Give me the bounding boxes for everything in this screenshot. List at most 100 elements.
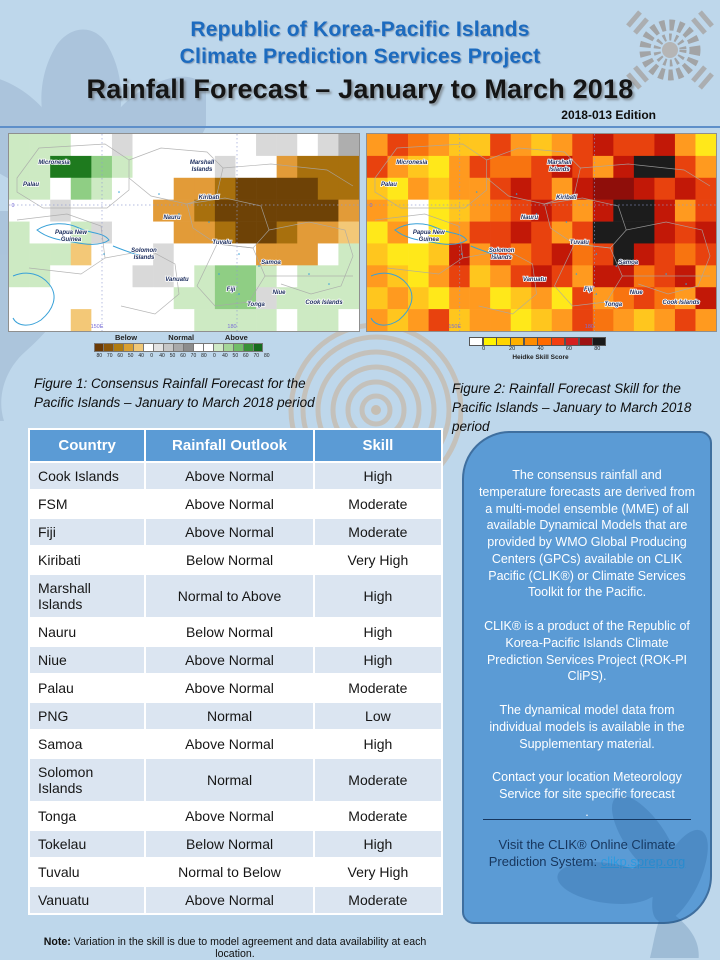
map-cell xyxy=(613,243,635,266)
map-cell xyxy=(490,134,512,157)
map-cell xyxy=(111,199,133,222)
map-axis-tick: 180 xyxy=(227,324,236,330)
map-cell xyxy=(91,134,113,157)
map-cell xyxy=(297,134,319,157)
map-cell xyxy=(338,221,359,244)
map-cell xyxy=(674,177,696,200)
legend-swatch xyxy=(523,337,538,346)
map-cell xyxy=(428,199,450,222)
map-cell xyxy=(111,287,133,310)
column-header-country: Country xyxy=(27,428,147,463)
map-cell xyxy=(276,265,298,288)
forecast-table-body: Cook Islands Above Normal High FSM Above Nor… xyxy=(27,461,444,915)
map-country-label: Kiribati xyxy=(199,195,220,201)
map-cell xyxy=(235,243,257,266)
map-cell xyxy=(235,221,257,244)
legend-swatch xyxy=(469,337,484,346)
figure2-coastlines xyxy=(370,191,687,326)
map-country-label: Tuvalu xyxy=(570,240,589,246)
project-title-line2: Climate Prediction Services Project xyxy=(179,45,541,68)
map-cell xyxy=(510,177,532,200)
map-cell xyxy=(338,309,359,331)
map-cell xyxy=(490,199,512,222)
map-cell xyxy=(695,177,716,200)
legend-swatch xyxy=(93,343,104,352)
table-cell: Very High xyxy=(312,545,444,575)
legend-swatch xyxy=(482,337,497,346)
map-cell xyxy=(256,243,277,266)
project-title-line1: Republic of Korea-Pacific Islands xyxy=(190,18,530,41)
map-country-label: Kiribati xyxy=(556,195,577,201)
table-cell: Moderate xyxy=(312,517,444,547)
table-row: Niue Above Normal High xyxy=(27,645,444,675)
table-row: Vanuatu Above Normal Moderate xyxy=(27,885,444,915)
map-country-label: Vanuatu xyxy=(523,277,547,283)
map-cell xyxy=(153,177,175,200)
map-cell xyxy=(276,199,298,222)
legend-value: 80 xyxy=(96,353,103,359)
table-cell: High xyxy=(312,729,444,759)
map-country-label: Vanuatu xyxy=(165,277,189,283)
map-cell xyxy=(572,243,594,266)
map-cell xyxy=(367,309,388,331)
map-country-label: Fiji xyxy=(584,287,593,293)
header-row: Country Rainfall Outlook Skill xyxy=(27,428,444,463)
map-cell xyxy=(317,287,339,310)
map-cell xyxy=(572,134,594,157)
table-cell: Below Normal xyxy=(144,617,315,647)
legend-swatch xyxy=(253,343,264,352)
map-cell xyxy=(654,177,676,200)
map-cell xyxy=(387,287,409,310)
map-cell xyxy=(592,243,614,266)
map-cell xyxy=(367,287,388,310)
map-cell xyxy=(50,309,72,331)
column-header-rainfall-outlook: Rainfall Outlook xyxy=(144,428,315,463)
map-cell xyxy=(194,199,216,222)
map-cell xyxy=(214,243,236,266)
legend-swatch xyxy=(213,343,224,352)
map-cell xyxy=(531,177,553,200)
table-cell: Below Normal xyxy=(144,545,315,575)
map-cell xyxy=(276,177,298,200)
map-country-label: Solomon Islands xyxy=(489,248,515,261)
map-cell xyxy=(256,177,277,200)
map-cell xyxy=(469,265,491,288)
map-cell xyxy=(674,243,696,266)
map-cell xyxy=(428,177,450,200)
info-dot: . xyxy=(585,804,589,819)
map-cell xyxy=(297,221,319,244)
map-cell xyxy=(551,134,573,157)
map-cell xyxy=(276,155,298,179)
map-cell xyxy=(276,309,298,331)
map-cell xyxy=(387,134,409,157)
figure2-map-grid xyxy=(367,134,716,331)
map-cell xyxy=(153,287,175,310)
clik-link[interactable]: clikp.sprep.org xyxy=(600,854,686,870)
map-country-label: Samoa xyxy=(261,260,281,266)
map-cell xyxy=(276,287,298,310)
map-cell xyxy=(428,243,450,266)
map-cell xyxy=(235,155,257,179)
table-cell: Above Normal xyxy=(144,801,315,831)
map-cell xyxy=(674,265,696,288)
map-cell xyxy=(50,199,72,222)
map-cell xyxy=(173,221,195,244)
map-cell xyxy=(153,221,175,244)
map-cell xyxy=(297,177,319,200)
map-cell xyxy=(214,221,236,244)
map-cell xyxy=(9,309,30,331)
map-cell xyxy=(633,134,655,157)
map-cell xyxy=(70,243,92,266)
map-cell xyxy=(592,309,614,331)
legend-value: 60 xyxy=(117,353,123,359)
map-cell xyxy=(70,287,92,310)
forecast-table-header: Country Rainfall Outlook Skill xyxy=(27,428,444,463)
map-country-label: Palau xyxy=(381,182,397,188)
legend-swatch xyxy=(153,343,164,352)
map-cell xyxy=(490,243,512,266)
map-cell xyxy=(9,134,30,157)
table-cell: Moderate xyxy=(312,757,444,803)
visit-text: Visit the CLIK® Online Climate Predictio… xyxy=(488,836,676,870)
legend-value: 0 xyxy=(213,353,216,359)
